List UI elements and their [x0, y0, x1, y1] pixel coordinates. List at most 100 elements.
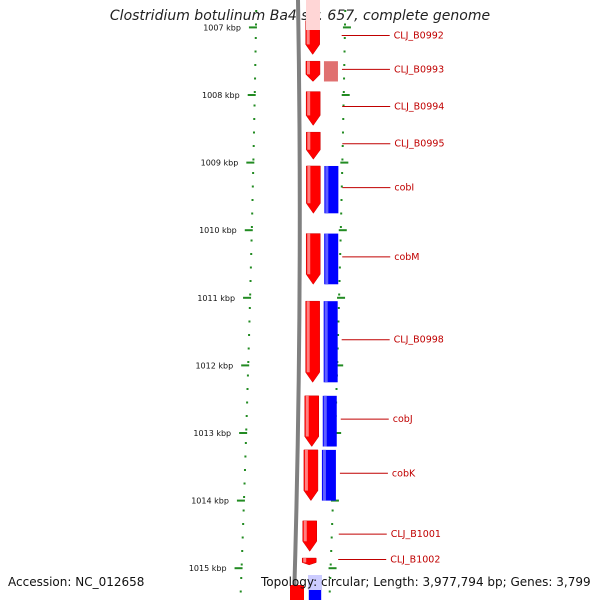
backbone-layer [292, 0, 302, 600]
ruler-label: 1015 kbp [189, 564, 227, 573]
ruler-label: 1009 kbp [201, 159, 239, 168]
ruler-major-tick [236, 499, 245, 502]
ruler-major-tick [247, 94, 256, 96]
ruler-minor-tick [246, 374, 249, 377]
ruler-label: 1011 kbp [197, 294, 235, 303]
ruler-label: 1008 kbp [202, 91, 240, 100]
gene-arrow-shine [307, 233, 311, 275]
ruler-minor-tick [244, 442, 247, 444]
ruler-label: 1007 kbp [203, 23, 241, 32]
ruler-minor-tick [241, 550, 244, 552]
ruler-minor-tick [253, 118, 256, 120]
ruler-minor-tick-right [331, 509, 334, 512]
ruler-minor-tick-right [338, 293, 341, 296]
ruler-minor-tick [250, 226, 253, 228]
gene-block-reverse-shine [325, 233, 329, 285]
ruler-minor-tick [254, 23, 257, 26]
ruler-minor-tick [251, 185, 254, 188]
gene-arrow-shine [306, 301, 310, 373]
ruler-minor-tick [252, 145, 255, 147]
gene-label: CLJ_B1002 [390, 554, 440, 565]
ruler-minor-tick [254, 37, 257, 39]
gene-label: CLJ_B0998 [394, 335, 444, 346]
ruler-major-tick [241, 364, 250, 367]
ruler-major-tick-right [335, 364, 344, 367]
gene-block-pale [323, 61, 338, 82]
ruler-minor-tick [250, 253, 253, 255]
ruler-minor-tick-right [340, 185, 343, 188]
ruler-minor-tick [250, 239, 253, 242]
gene-label: cobI [394, 183, 414, 194]
gene-arrow-continuation [290, 585, 304, 600]
ruler-minor-tick [252, 131, 255, 134]
gene-block-reverse-shine [323, 395, 327, 447]
ruler-minor-tick-right [341, 158, 344, 161]
gene-block-reverse-shine [322, 449, 326, 501]
ruler-minor-tick [249, 280, 252, 282]
ruler-label: 1013 kbp [193, 429, 231, 438]
ruler-minor-tick-right [342, 104, 345, 107]
ruler-minor-tick [251, 212, 254, 215]
gene-label: cobK [392, 468, 416, 479]
gene-label: CLJ_B0994 [394, 102, 444, 113]
ruler-major-tick-right [340, 161, 349, 164]
ruler-minor-tick [254, 64, 257, 66]
ruler-minor-tick [239, 590, 242, 593]
gene-arrow-shine [306, 61, 310, 75]
ruler-minor-tick-right [331, 523, 334, 525]
ruler-minor-tick-right [337, 307, 340, 309]
ruler-major-tick [244, 229, 253, 232]
ruler-minor-tick-right [342, 91, 345, 93]
ruler-label: 1014 kbp [191, 497, 229, 506]
ruler-minor-tick [242, 509, 245, 512]
ruler-minor-tick-right [341, 131, 344, 134]
gene-arrow-shine [307, 165, 311, 204]
ruler-major-tick-right [341, 94, 350, 96]
gene-arrow-shine [307, 132, 311, 150]
ruler-minor-tick [251, 199, 254, 201]
ruler-minor-tick-right [335, 388, 338, 390]
ruler-minor-tick-right [343, 50, 346, 53]
ruler-minor-tick-right [343, 37, 346, 39]
ruler-major-tick-right [337, 296, 346, 299]
gene-label: CLJ_B0995 [394, 139, 444, 150]
ruler-minor-tick [253, 104, 256, 107]
ruler-minor-tick [245, 428, 248, 431]
ruler-minor-tick [248, 320, 251, 323]
ruler-minor-tick-right [338, 280, 341, 282]
gene-arrow-faded [306, 0, 320, 30]
ruler-minor-tick [254, 77, 257, 80]
gene-arrow-shine [306, 20, 310, 45]
ruler-minor-tick [253, 91, 256, 93]
ruler-minor-tick-right [344, 10, 347, 12]
ruler-minor-tick-right [328, 590, 331, 593]
ruler-minor-tick [252, 172, 255, 174]
ruler-minor-tick [247, 347, 250, 350]
ruler-label: 1010 kbp [199, 226, 237, 235]
ruler-minor-tick [243, 469, 246, 471]
ruler-minor-tick [254, 50, 257, 53]
ruler-major-tick-right [333, 432, 342, 434]
label-layer: CLJ_B0992 CLJ_B0993 CLJ_B0994 CLJ_B0995 cobI… [338, 31, 444, 565]
ruler-minor-tick-right [341, 172, 344, 174]
ruler-major-tick [246, 161, 255, 164]
gene-label: CLJ_B1001 [391, 529, 441, 540]
ruler-minor-tick-right [330, 550, 333, 552]
ruler-minor-tick-right [343, 77, 346, 80]
ruler-minor-tick-right [343, 64, 346, 66]
ruler-minor-tick [252, 158, 255, 161]
gene-block-reverse-shine [324, 301, 328, 383]
ruler-major-tick-right [342, 26, 351, 29]
ruler-minor-tick-right [329, 577, 332, 579]
ruler-minor-tick [246, 401, 249, 404]
ruler-minor-tick-right [341, 145, 344, 147]
ruler-minor-tick [255, 10, 258, 12]
ruler-minor-tick-right [339, 226, 342, 228]
gene-layer [290, 0, 339, 600]
ruler-minor-tick [243, 482, 246, 485]
ruler-label: 1012 kbp [195, 361, 233, 370]
accession-text: Accession: NC_012658 [8, 575, 145, 589]
gene-arrow-shine [303, 520, 307, 542]
gene-arrow-shine [304, 449, 308, 491]
